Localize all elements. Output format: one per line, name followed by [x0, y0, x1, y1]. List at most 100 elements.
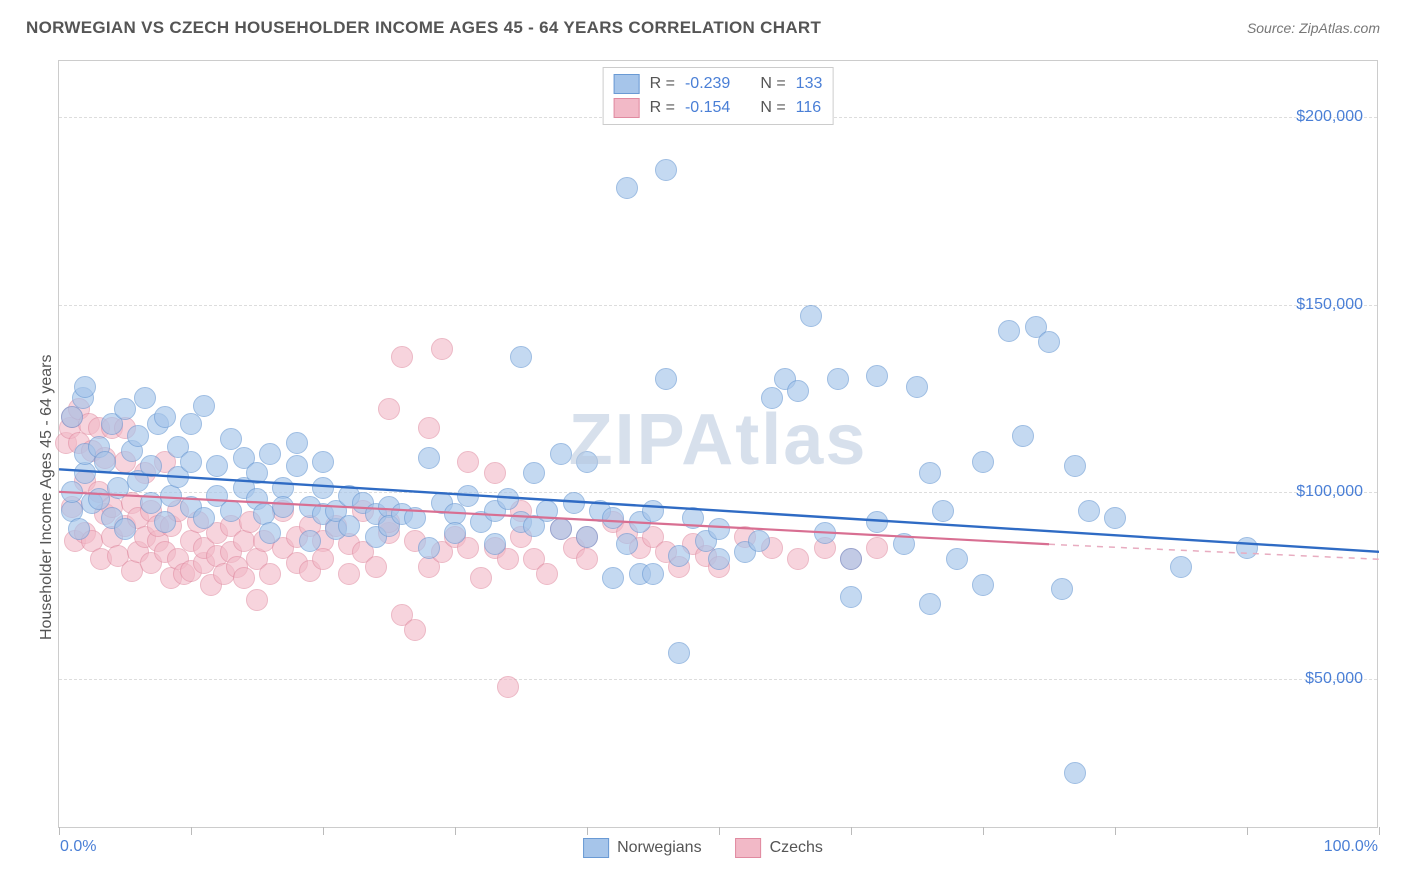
point-norwegian	[827, 368, 849, 390]
y-tick-label: $100,000	[1296, 483, 1363, 501]
point-norwegian	[708, 518, 730, 540]
point-norwegian	[906, 376, 928, 398]
point-norwegian	[259, 443, 281, 465]
legend-item-czechs: Czechs	[736, 838, 823, 858]
legend-row-czechs: R = -0.154 N = 116	[614, 96, 823, 120]
correlation-legend: R = -0.239 N = 133 R = -0.154 N = 116	[603, 67, 834, 125]
point-norwegian	[193, 507, 215, 529]
point-norwegian	[107, 477, 129, 499]
point-norwegian	[919, 462, 941, 484]
point-norwegian	[160, 485, 182, 507]
r-value-czechs: -0.154	[685, 99, 730, 117]
swatch-norwegians	[614, 74, 640, 94]
x-tick	[983, 827, 984, 835]
point-norwegian	[140, 492, 162, 514]
x-tick	[587, 827, 588, 835]
r-value-norwegians: -0.239	[685, 75, 730, 93]
point-norwegian	[134, 387, 156, 409]
point-czech	[470, 567, 492, 589]
point-norwegian	[272, 496, 294, 518]
point-norwegian	[286, 432, 308, 454]
n-value-norwegians: 133	[796, 75, 823, 93]
x-axis-min: 0.0%	[60, 838, 96, 856]
point-norwegian	[840, 548, 862, 570]
legend-label: Norwegians	[617, 839, 701, 857]
point-norwegian	[497, 488, 519, 510]
point-norwegian	[668, 545, 690, 567]
point-norwegian	[1170, 556, 1192, 578]
x-tick	[1247, 827, 1248, 835]
point-norwegian	[312, 451, 334, 473]
point-norwegian	[1051, 578, 1073, 600]
point-norwegian	[866, 365, 888, 387]
point-norwegian	[206, 455, 228, 477]
point-norwegian	[457, 485, 479, 507]
point-norwegian	[140, 455, 162, 477]
point-norwegian	[972, 451, 994, 473]
point-norwegian	[61, 481, 83, 503]
point-norwegian	[286, 455, 308, 477]
point-czech	[312, 548, 334, 570]
point-norwegian	[642, 563, 664, 585]
point-norwegian	[220, 500, 242, 522]
point-czech	[378, 398, 400, 420]
point-czech	[121, 560, 143, 582]
point-norwegian	[893, 533, 915, 555]
point-norwegian	[338, 515, 360, 537]
point-norwegian	[299, 530, 321, 552]
point-norwegian	[642, 500, 664, 522]
point-czech	[484, 462, 506, 484]
point-norwegian	[74, 462, 96, 484]
point-czech	[497, 676, 519, 698]
swatch-czechs-icon	[736, 838, 762, 858]
point-norwegian	[1104, 507, 1126, 529]
point-czech	[404, 619, 426, 641]
point-norwegian	[576, 526, 598, 548]
point-norwegian	[418, 447, 440, 469]
point-czech	[431, 338, 453, 360]
point-norwegian	[536, 500, 558, 522]
point-norwegian	[1064, 455, 1086, 477]
x-tick	[323, 827, 324, 835]
point-czech	[233, 567, 255, 589]
trend-lines	[59, 61, 1379, 829]
point-norwegian	[154, 406, 176, 428]
point-norwegian	[550, 443, 572, 465]
point-norwegian	[840, 586, 862, 608]
point-czech	[787, 548, 809, 570]
point-norwegian	[1038, 331, 1060, 353]
point-norwegian	[88, 488, 110, 510]
point-czech	[457, 451, 479, 473]
point-norwegian	[1236, 537, 1258, 559]
point-czech	[338, 563, 360, 585]
point-norwegian	[708, 548, 730, 570]
point-norwegian	[814, 522, 836, 544]
point-norwegian	[946, 548, 968, 570]
point-norwegian	[932, 500, 954, 522]
point-norwegian	[748, 530, 770, 552]
legend-item-norwegians: Norwegians	[583, 838, 701, 858]
point-norwegian	[602, 567, 624, 589]
point-norwegian	[510, 346, 532, 368]
point-norwegian	[616, 533, 638, 555]
legend-row-norwegians: R = -0.239 N = 133	[614, 72, 823, 96]
point-norwegian	[787, 380, 809, 402]
x-tick	[719, 827, 720, 835]
point-norwegian	[972, 574, 994, 596]
point-czech	[866, 537, 888, 559]
point-norwegian	[259, 522, 281, 544]
point-czech	[391, 346, 413, 368]
source-label: Source: ZipAtlas.com	[1247, 20, 1380, 36]
point-norwegian	[193, 395, 215, 417]
x-tick	[1115, 827, 1116, 835]
point-norwegian	[68, 518, 90, 540]
point-norwegian	[94, 451, 116, 473]
point-norwegian	[761, 387, 783, 409]
point-norwegian	[61, 406, 83, 428]
series-legend: Norwegians Czechs	[583, 838, 823, 858]
point-norwegian	[1064, 762, 1086, 784]
point-norwegian	[550, 518, 572, 540]
point-czech	[259, 563, 281, 585]
chart-area: $50,000$100,000$150,000$200,000 ZIPAtlas…	[58, 60, 1378, 828]
point-norwegian	[523, 462, 545, 484]
